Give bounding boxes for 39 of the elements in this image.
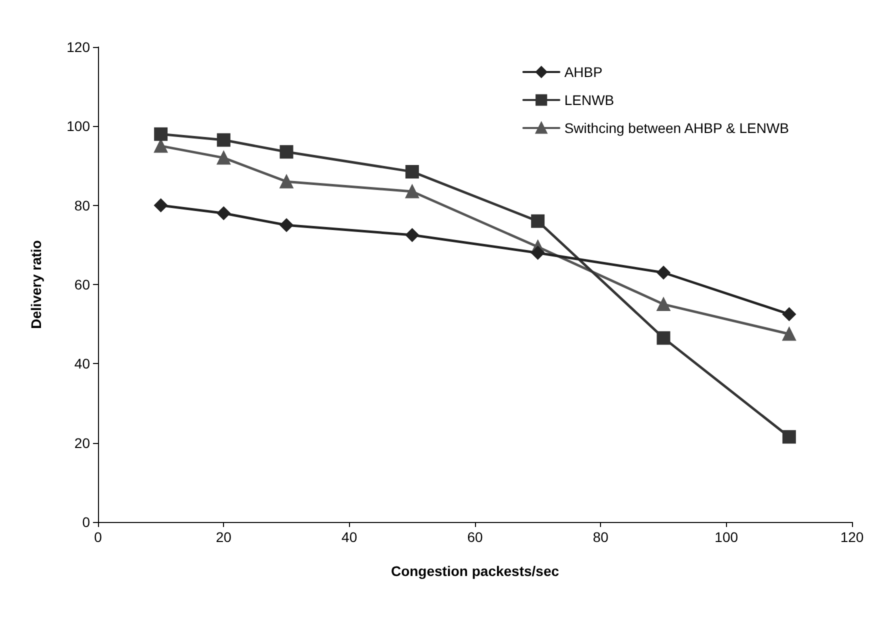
legend-label: AHBP bbox=[564, 64, 602, 80]
point bbox=[782, 307, 796, 321]
x-tick-label: 60 bbox=[467, 529, 483, 545]
legend-label: LENWB bbox=[564, 92, 614, 108]
point bbox=[280, 145, 294, 159]
y-tick-label: 120 bbox=[66, 39, 90, 55]
point bbox=[216, 206, 230, 220]
x-tick-label: 20 bbox=[216, 529, 232, 545]
point bbox=[656, 331, 670, 345]
x-tick-label: 40 bbox=[342, 529, 358, 545]
point bbox=[656, 266, 670, 280]
point bbox=[154, 198, 168, 212]
point bbox=[782, 327, 796, 341]
point bbox=[154, 127, 168, 141]
y-tick-label: 80 bbox=[74, 197, 90, 214]
point bbox=[782, 430, 796, 444]
y-tick-label: 40 bbox=[74, 356, 90, 372]
point bbox=[216, 151, 230, 165]
point bbox=[405, 164, 419, 178]
x-tick-label: 100 bbox=[714, 529, 738, 545]
y-tick-label: 100 bbox=[66, 118, 90, 134]
y-tick-label: 0 bbox=[82, 514, 90, 530]
point bbox=[531, 214, 545, 228]
x-tick-label: 0 bbox=[94, 529, 102, 545]
point bbox=[405, 228, 419, 242]
y-tick-label: 60 bbox=[74, 276, 90, 292]
point bbox=[656, 298, 670, 312]
legend-label: Swithcing between AHBP & LENWB bbox=[564, 120, 789, 136]
point bbox=[280, 174, 294, 188]
point bbox=[405, 184, 419, 198]
x-tick-label: 120 bbox=[840, 529, 864, 545]
point bbox=[531, 246, 545, 260]
y-axis-title: Delivery ratio bbox=[28, 240, 44, 329]
point bbox=[280, 218, 294, 232]
x-tick-label: 80 bbox=[592, 529, 609, 545]
point bbox=[154, 139, 168, 153]
point bbox=[216, 133, 230, 147]
x-axis-title: Congestion packests/sec bbox=[390, 563, 560, 579]
y-tick-label: 20 bbox=[74, 434, 90, 451]
